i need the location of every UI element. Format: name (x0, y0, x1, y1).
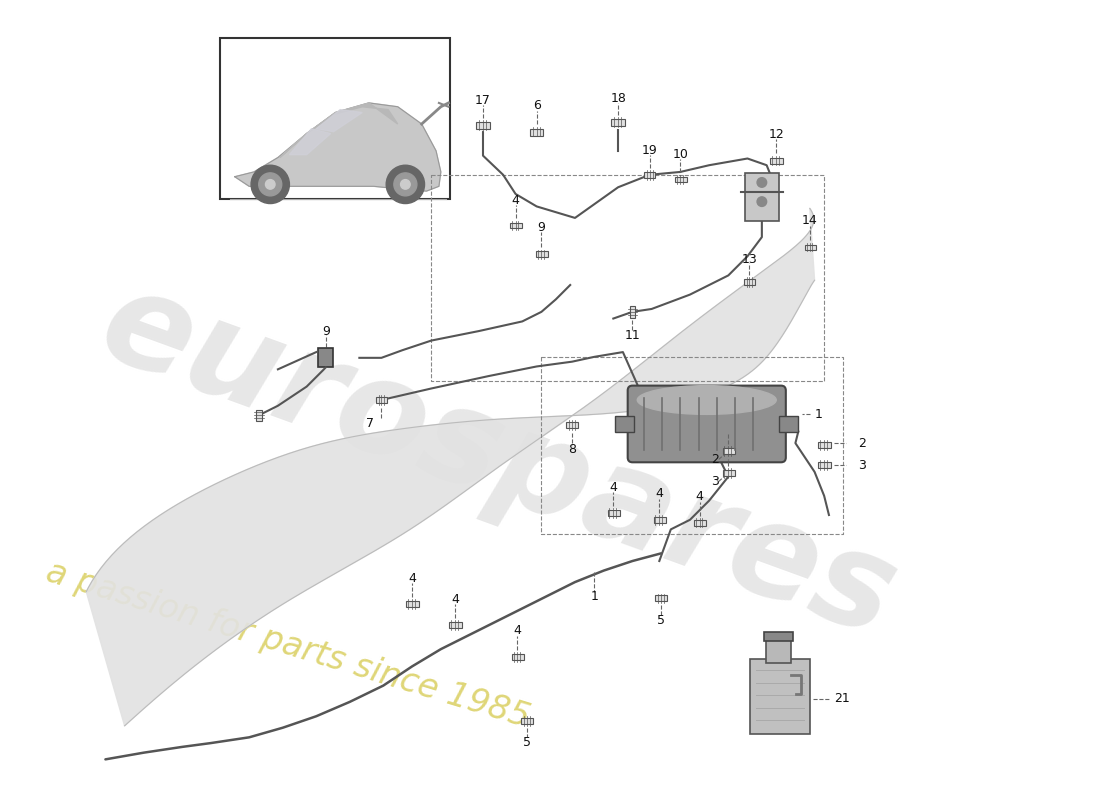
Bar (450, 622, 462, 628)
Text: 5: 5 (657, 614, 665, 627)
Bar (674, 177, 688, 182)
Bar (767, 639, 791, 662)
Bar (818, 462, 830, 468)
Bar (764, 632, 793, 642)
Bar (476, 122, 490, 129)
Bar (629, 306, 636, 318)
Bar (509, 222, 522, 229)
Text: 1: 1 (815, 408, 823, 421)
Bar (694, 520, 706, 526)
Text: 5: 5 (524, 736, 531, 749)
Bar (744, 279, 756, 285)
Bar (607, 510, 620, 516)
Ellipse shape (637, 386, 777, 414)
Text: 3: 3 (711, 475, 718, 488)
FancyBboxPatch shape (628, 386, 785, 462)
Bar (566, 422, 578, 428)
Polygon shape (279, 103, 398, 158)
Text: 12: 12 (769, 128, 784, 141)
Polygon shape (234, 103, 441, 191)
FancyBboxPatch shape (750, 658, 810, 734)
Bar (220, 38, 450, 198)
Text: 4: 4 (512, 194, 519, 207)
Text: 11: 11 (625, 330, 640, 342)
Bar (644, 172, 656, 178)
Text: 9: 9 (538, 221, 546, 234)
Circle shape (386, 166, 425, 203)
Bar (406, 602, 419, 607)
Polygon shape (289, 129, 331, 154)
Text: 1: 1 (591, 590, 598, 603)
Text: 4: 4 (408, 572, 416, 585)
Bar (745, 173, 779, 221)
Text: 14: 14 (802, 214, 817, 227)
Bar (779, 416, 799, 432)
Bar (805, 245, 815, 250)
Text: 9: 9 (322, 325, 330, 338)
Bar (536, 251, 548, 258)
Text: 4: 4 (656, 487, 663, 501)
Bar (612, 119, 625, 126)
Text: 2: 2 (711, 453, 718, 466)
Circle shape (258, 173, 282, 196)
Text: 17: 17 (475, 94, 491, 106)
Text: 10: 10 (672, 148, 689, 161)
Text: 18: 18 (610, 92, 626, 105)
Bar (256, 410, 262, 421)
Bar (723, 470, 735, 476)
Circle shape (394, 173, 417, 196)
Circle shape (251, 166, 289, 203)
Circle shape (757, 178, 767, 187)
Bar (318, 348, 333, 367)
Text: 4: 4 (514, 625, 521, 638)
Bar (653, 517, 666, 522)
Text: 8: 8 (568, 443, 576, 456)
Bar (376, 397, 387, 403)
Text: 3: 3 (858, 458, 866, 472)
Text: a passion for parts since 1985: a passion for parts since 1985 (42, 556, 534, 735)
Text: 4: 4 (609, 481, 617, 494)
Text: 6: 6 (532, 99, 540, 112)
Bar (770, 158, 783, 164)
Bar (656, 595, 667, 602)
Polygon shape (316, 110, 362, 132)
Circle shape (757, 197, 767, 206)
Text: 4: 4 (451, 593, 459, 606)
Bar (723, 448, 735, 454)
Text: 19: 19 (642, 144, 658, 158)
Text: 21: 21 (834, 693, 849, 706)
Bar (521, 718, 532, 724)
Polygon shape (86, 208, 815, 726)
Bar (512, 654, 525, 660)
Text: 13: 13 (741, 253, 757, 266)
Text: eurospares: eurospares (85, 259, 912, 664)
Bar (818, 442, 830, 448)
Circle shape (400, 179, 410, 189)
Text: 2: 2 (858, 437, 866, 450)
Text: 4: 4 (695, 490, 704, 503)
Bar (530, 129, 543, 135)
Circle shape (265, 179, 275, 189)
Text: 7: 7 (365, 418, 374, 430)
Bar (615, 416, 635, 432)
